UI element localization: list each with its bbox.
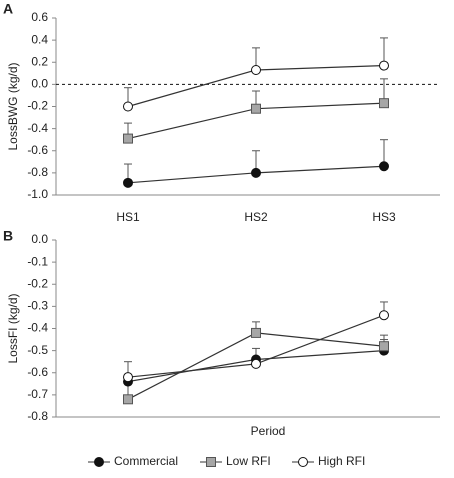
y-tick-label: -0.4 <box>27 321 48 335</box>
marker <box>251 64 261 75</box>
y-tick-label: -0.6 <box>27 365 48 379</box>
panel-label: B <box>3 228 13 244</box>
y-tick-label: 0.0 <box>31 232 48 246</box>
y-tick-label: -0.6 <box>27 143 48 157</box>
y-tick-label: -1.0 <box>27 187 48 201</box>
marker <box>379 161 389 172</box>
marker <box>379 310 389 321</box>
marker <box>251 103 261 114</box>
y-tick-label: -0.3 <box>27 299 48 313</box>
legend-label: Low RFI <box>226 454 271 468</box>
marker <box>123 133 133 144</box>
y-tick-label: 0.4 <box>31 32 48 46</box>
marker <box>123 177 133 188</box>
marker <box>251 167 261 178</box>
marker <box>251 327 261 338</box>
marker <box>123 372 133 383</box>
y-tick-label: -0.8 <box>27 409 48 423</box>
marker <box>123 394 133 405</box>
y-tick-label: 0.6 <box>31 10 48 24</box>
y-tick-label: -0.1 <box>27 254 48 268</box>
legend-marker <box>298 457 308 467</box>
x-tick-label: HS3 <box>372 210 396 224</box>
x-tick-label: HS2 <box>244 210 268 224</box>
x-tick-label: HS1 <box>116 210 140 224</box>
x-axis-label: Period <box>251 424 286 438</box>
y-tick-label: 0.2 <box>31 54 48 68</box>
marker <box>123 101 133 112</box>
legend-label: High RFI <box>318 454 365 468</box>
y-tick-label: -0.4 <box>27 121 48 135</box>
y-tick-label: -0.5 <box>27 343 48 357</box>
legend-marker <box>206 457 216 467</box>
marker <box>379 341 389 352</box>
y-tick-label: 0.0 <box>31 77 48 91</box>
y-axis-label: LossBWG (kg/d) <box>6 62 20 150</box>
legend-label: Commercial <box>114 454 178 468</box>
marker <box>379 60 389 71</box>
marker <box>251 358 261 369</box>
y-tick-label: -0.7 <box>27 387 48 401</box>
legend-marker <box>94 457 104 467</box>
marker <box>379 98 389 109</box>
y-axis-label: LossFI (kg/d) <box>6 293 20 363</box>
y-tick-label: -0.2 <box>27 276 48 290</box>
panel-label: A <box>3 1 13 17</box>
y-tick-label: -0.2 <box>27 99 48 113</box>
y-tick-label: -0.8 <box>27 165 48 179</box>
